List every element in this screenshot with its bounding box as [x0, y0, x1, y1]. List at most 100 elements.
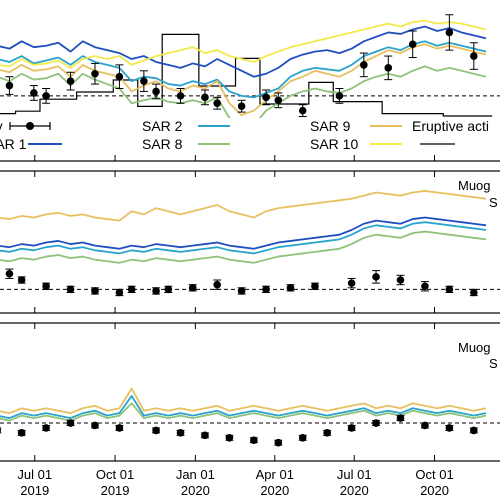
- series-line-sar2: [0, 40, 487, 99]
- muography-point: [250, 436, 258, 445]
- series-line-sar9: [0, 43, 487, 116]
- muography-point: [347, 424, 356, 432]
- bottom-panel-label-line1: Muog: [458, 340, 491, 355]
- muography-point: [140, 77, 148, 85]
- muography-point: [5, 81, 14, 90]
- muography-point: [445, 285, 454, 294]
- x-tick-label-year: 2020: [340, 483, 369, 498]
- muography-point: [237, 287, 246, 295]
- legend-sar10-label: SAR 10: [310, 136, 358, 152]
- muography-point: [372, 419, 380, 427]
- legend-background: [0, 118, 500, 158]
- muography-point: [396, 414, 405, 422]
- series-line-sar10: [0, 19, 487, 69]
- legend-sar2-label: SAR 2: [142, 118, 183, 134]
- middle-panel-frame: [0, 170, 500, 314]
- bottom-panel-plot: [0, 387, 500, 447]
- muography-point: [66, 285, 75, 294]
- muography-point: [164, 285, 173, 294]
- series-line-sar2: [0, 221, 487, 255]
- muography-point: [5, 269, 14, 278]
- x-tick-label-month: Apr 01: [256, 467, 294, 482]
- muography-point: [274, 438, 283, 447]
- middle-panel-label-line1: Muog: [458, 178, 491, 193]
- x-tick-label-month: Jul 01: [337, 467, 372, 482]
- legend-sar8-label: SAR 8: [142, 136, 183, 152]
- x-tick-label-month: Oct 01: [96, 467, 134, 482]
- muography-point: [91, 421, 99, 430]
- x-tick-label-month: Oct 01: [415, 467, 453, 482]
- middle-panel-plot: [0, 190, 500, 297]
- series-line-sar9: [0, 387, 487, 415]
- muography-point: [152, 287, 160, 295]
- muography-point: [274, 96, 283, 105]
- muography-point: [42, 92, 50, 100]
- muography-point: [225, 433, 234, 442]
- muography-point: [115, 424, 124, 432]
- series-line-sar1: [0, 216, 487, 250]
- muography-point: [91, 287, 99, 295]
- series-line-sar1: [0, 25, 487, 78]
- muography-point: [347, 279, 356, 287]
- muography-point: [213, 99, 221, 108]
- x-tick-label-year: 2020: [420, 483, 449, 498]
- legend-sar9-label: SAR 9: [310, 118, 351, 134]
- series-line-sar2: [0, 395, 487, 420]
- muography-point: [30, 89, 38, 97]
- bottom-panel-label-line2: S: [489, 356, 498, 371]
- muography-point: [201, 93, 209, 102]
- muography-point: [213, 280, 221, 289]
- muography-point: [262, 93, 270, 102]
- muography-point: [323, 429, 331, 437]
- muography-point: [188, 284, 197, 292]
- top-panel-frame: [0, 160, 500, 162]
- muography-point: [115, 288, 124, 297]
- muography-point: [311, 282, 319, 291]
- x-tick-label-month: Jan 01: [176, 467, 215, 482]
- muography-point: [384, 64, 393, 72]
- x-tick-label-year: 2020: [260, 483, 289, 498]
- legend-muography-marker: [26, 122, 34, 130]
- muography-point: [115, 72, 124, 81]
- muography-point: [0, 427, 2, 433]
- muography-point: [201, 431, 209, 440]
- muography-point: [127, 285, 136, 294]
- muography-point: [372, 273, 380, 281]
- series-line-sar8: [0, 230, 487, 264]
- muography-point: [421, 282, 429, 291]
- muography-point: [152, 426, 160, 435]
- muography-point: [335, 92, 344, 100]
- x-tick-label-year: 2020: [181, 483, 210, 498]
- muography-point: [470, 288, 478, 297]
- muography-point: [152, 87, 160, 96]
- muography-point: [445, 424, 454, 432]
- muography-point: [408, 40, 417, 49]
- x-tick-label-month: Jul 01: [17, 467, 52, 482]
- muography-point: [298, 433, 307, 442]
- muography-point: [445, 28, 454, 37]
- legend-eruptive-label: Eruptive acti: [412, 118, 489, 134]
- muography-point: [470, 426, 478, 435]
- middle-panel-label-line2: S: [489, 195, 498, 210]
- muography-point: [66, 419, 75, 427]
- bottom-panel-frame: [0, 322, 500, 462]
- muography-point: [237, 102, 246, 110]
- muography-point: [176, 92, 185, 100]
- muography-point: [470, 52, 478, 60]
- muography-point: [286, 284, 295, 292]
- muography-point: [396, 276, 405, 284]
- muography-point: [91, 69, 99, 78]
- legend-muography-label: phy: [0, 118, 3, 134]
- muography-point: [66, 77, 75, 85]
- muography-point: [42, 282, 50, 291]
- x-tick-label-year: 2019: [20, 483, 49, 498]
- muography-point: [176, 429, 185, 437]
- legend-sar1-label: SAR 1: [0, 136, 27, 152]
- muography-point: [17, 429, 26, 437]
- muography-point: [42, 424, 50, 432]
- muography-point: [262, 285, 270, 294]
- x-tick-label-year: 2019: [101, 483, 130, 498]
- muography-point: [17, 276, 26, 284]
